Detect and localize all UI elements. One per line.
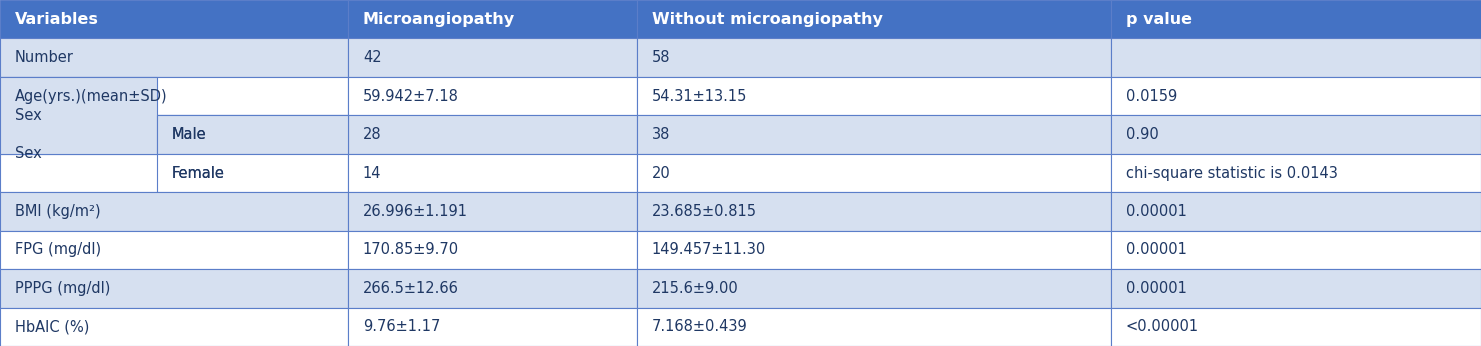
Text: 59.942±7.18: 59.942±7.18: [363, 89, 459, 103]
Text: 266.5±12.66: 266.5±12.66: [363, 281, 459, 296]
Text: 0.90: 0.90: [1126, 127, 1158, 142]
Bar: [0, 231, 348, 269]
Text: 0.00001: 0.00001: [1126, 204, 1186, 219]
Text: Male: Male: [172, 127, 206, 142]
Bar: [348, 0, 637, 38]
Text: Sex: Sex: [15, 108, 41, 123]
Text: 42: 42: [363, 50, 382, 65]
Bar: [348, 192, 637, 231]
Text: 23.685±0.815: 23.685±0.815: [652, 204, 757, 219]
Bar: [348, 115, 637, 154]
Text: 0.00001: 0.00001: [1126, 243, 1186, 257]
Text: Variables: Variables: [15, 12, 99, 27]
Bar: [157, 115, 348, 154]
Bar: [157, 154, 348, 192]
Bar: [637, 192, 1111, 231]
Bar: [637, 0, 1111, 38]
Bar: [637, 308, 1111, 346]
Text: BMI (kg/m²): BMI (kg/m²): [15, 204, 101, 219]
Text: 26.996±1.191: 26.996±1.191: [363, 204, 468, 219]
Bar: [348, 77, 637, 115]
Bar: [0, 192, 348, 231]
Text: chi-square statistic is 0.0143: chi-square statistic is 0.0143: [1126, 165, 1337, 181]
Bar: [0, 154, 348, 192]
Bar: [637, 38, 1111, 77]
Text: 149.457±11.30: 149.457±11.30: [652, 243, 766, 257]
Bar: [0, 0, 348, 38]
Bar: [637, 115, 1111, 154]
Bar: [0, 308, 348, 346]
Bar: [1111, 38, 1481, 77]
Bar: [348, 38, 637, 77]
Bar: [1111, 154, 1481, 192]
Text: 0.0159: 0.0159: [1126, 89, 1177, 103]
Text: Female: Female: [172, 165, 224, 181]
Text: 0.00001: 0.00001: [1126, 281, 1186, 296]
Text: 9.76±1.17: 9.76±1.17: [363, 319, 440, 334]
Text: 7.168±0.439: 7.168±0.439: [652, 319, 748, 334]
Text: 28: 28: [363, 127, 382, 142]
Text: 20: 20: [652, 165, 671, 181]
Bar: [0, 77, 157, 154]
Text: 14: 14: [363, 165, 381, 181]
Bar: [1111, 115, 1481, 154]
Bar: [0, 115, 348, 192]
Bar: [1111, 0, 1481, 38]
Bar: [1111, 192, 1481, 231]
Text: 215.6±9.00: 215.6±9.00: [652, 281, 739, 296]
Bar: [348, 231, 637, 269]
Text: Sex: Sex: [15, 146, 41, 161]
Text: FPG (mg/dl): FPG (mg/dl): [15, 243, 101, 257]
Bar: [637, 231, 1111, 269]
Text: p value: p value: [1126, 12, 1192, 27]
Bar: [0, 38, 348, 77]
Text: Microangiopathy: Microangiopathy: [363, 12, 515, 27]
Bar: [637, 154, 1111, 192]
Bar: [637, 269, 1111, 308]
Text: 54.31±13.15: 54.31±13.15: [652, 89, 746, 103]
Bar: [637, 77, 1111, 115]
Text: HbAIC (%): HbAIC (%): [15, 319, 89, 334]
Text: 170.85±9.70: 170.85±9.70: [363, 243, 459, 257]
Bar: [1111, 269, 1481, 308]
Text: Number: Number: [15, 50, 74, 65]
Bar: [1111, 77, 1481, 115]
Bar: [348, 308, 637, 346]
Text: <0.00001: <0.00001: [1126, 319, 1198, 334]
Bar: [1111, 231, 1481, 269]
Bar: [1111, 308, 1481, 346]
Text: Female: Female: [172, 165, 224, 181]
Bar: [348, 269, 637, 308]
Text: Age(yrs.)(mean±SD): Age(yrs.)(mean±SD): [15, 89, 167, 103]
Text: 38: 38: [652, 127, 669, 142]
Text: 58: 58: [652, 50, 669, 65]
Text: Without microangiopathy: Without microangiopathy: [652, 12, 883, 27]
Text: Male: Male: [172, 127, 206, 142]
Bar: [348, 154, 637, 192]
Bar: [0, 269, 348, 308]
Bar: [0, 77, 348, 115]
Text: PPPG (mg/dl): PPPG (mg/dl): [15, 281, 110, 296]
